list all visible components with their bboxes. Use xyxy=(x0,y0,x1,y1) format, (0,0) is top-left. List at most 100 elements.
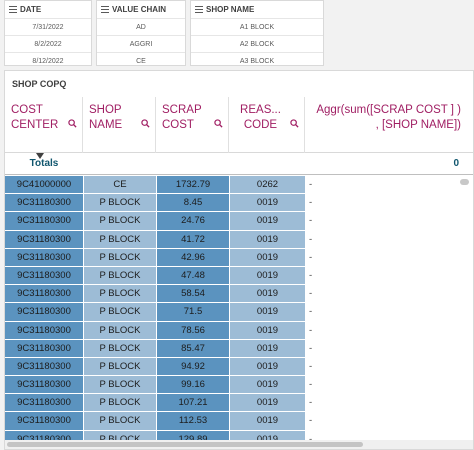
cell-cost-center[interactable]: 9C31180300 xyxy=(5,266,83,286)
cell-scrap-cost: 78.56 xyxy=(156,321,229,340)
filter-pane-shop-name[interactable]: SHOP NAME A1 BLOCK A2 BLOCK A3 BLOCK xyxy=(190,0,324,66)
filter-item[interactable]: 7/31/2022 xyxy=(5,18,91,35)
cell-shop-name[interactable]: P BLOCK xyxy=(83,412,156,431)
cell-cost-center[interactable]: 9C31180300 xyxy=(5,194,83,213)
cell-shop-name[interactable]: P BLOCK xyxy=(83,230,156,249)
filter-header[interactable]: SHOP NAME xyxy=(191,1,323,18)
cell-aggr: - xyxy=(305,412,455,431)
search-icon[interactable] xyxy=(214,119,223,128)
cell-reason-code[interactable]: 0019 xyxy=(229,357,305,377)
cell-reason-code[interactable]: 0262 xyxy=(229,176,305,195)
filter-pane-date[interactable]: DATE 7/31/2022 8/2/2022 8/12/2022 xyxy=(4,0,92,66)
filter-pane-value-chain[interactable]: VALUE CHAIN AD AGGRI CE xyxy=(96,0,186,66)
cell-shop-name[interactable]: P BLOCK xyxy=(83,285,156,304)
cell-cost-center[interactable]: 9C31180300 xyxy=(5,412,83,431)
horizontal-scrollbar[interactable] xyxy=(5,440,473,449)
cell-cost-center[interactable]: 9C31180300 xyxy=(5,394,83,413)
table-row: 9C31180300 P BLOCK 99.16 0019- xyxy=(5,376,473,395)
column-label: REAS... CODE xyxy=(240,104,281,131)
cell-scrap-cost: 107.21 xyxy=(156,394,229,413)
cell-reason-code[interactable]: 0019 xyxy=(229,412,305,431)
cell-aggr: - xyxy=(305,176,455,195)
cell-shop-name[interactable]: P BLOCK xyxy=(83,394,156,413)
cell-reason-code[interactable]: 0019 xyxy=(229,303,305,322)
cell-reason-code[interactable]: 0019 xyxy=(229,266,305,286)
search-icon[interactable] xyxy=(68,119,77,128)
filter-item[interactable]: 8/2/2022 xyxy=(5,35,91,52)
column-label: SHOP NAME xyxy=(89,104,123,131)
cell-reason-code[interactable]: 0019 xyxy=(229,376,305,395)
cell-aggr: - xyxy=(305,303,455,322)
filter-item[interactable]: 8/12/2022 xyxy=(5,52,91,69)
cell-cost-center[interactable]: 9C31180300 xyxy=(5,357,83,377)
cell-reason-code[interactable]: 0019 xyxy=(229,394,305,413)
column-header-cost-center[interactable]: COST CENTER xyxy=(5,97,83,153)
filter-item[interactable]: AD xyxy=(97,18,185,35)
cell-aggr: - xyxy=(305,266,455,286)
cell-shop-name[interactable]: P BLOCK xyxy=(83,321,156,340)
cell-shop-name[interactable]: P BLOCK xyxy=(83,248,156,267)
cell-shop-name[interactable]: P BLOCK xyxy=(83,303,156,322)
table-header: COST CENTER SHOP NAME SCRAP COST REAS...… xyxy=(5,97,473,153)
totals-row: Totals 0 xyxy=(5,155,473,175)
cell-shop-name[interactable]: P BLOCK xyxy=(83,194,156,213)
filter-item[interactable]: A1 BLOCK xyxy=(191,18,323,35)
search-icon[interactable] xyxy=(141,119,150,128)
cell-reason-code[interactable]: 0019 xyxy=(229,339,305,358)
table-row: 9C31180300 P BLOCK 112.53 0019- xyxy=(5,412,473,431)
cell-shop-name[interactable]: P BLOCK xyxy=(83,376,156,395)
cell-aggr: - xyxy=(305,339,455,358)
column-label: COST CENTER xyxy=(11,104,59,131)
filter-panes: DATE 7/31/2022 8/2/2022 8/12/2022 VALUE … xyxy=(0,0,474,66)
cell-aggr: - xyxy=(305,321,455,340)
cell-scrap-cost: 47.48 xyxy=(156,266,229,286)
cell-cost-center[interactable]: 9C31180300 xyxy=(5,248,83,267)
cell-reason-code[interactable]: 0019 xyxy=(229,285,305,304)
table-row: 9C31180300 P BLOCK 8.45 0019- xyxy=(5,194,473,213)
filter-item[interactable]: CE xyxy=(97,52,185,69)
filter-item[interactable]: AGGRI xyxy=(97,35,185,52)
cell-cost-center[interactable]: 9C31180300 xyxy=(5,321,83,340)
filter-item[interactable]: A2 BLOCK xyxy=(191,35,323,52)
cell-cost-center[interactable]: 9C31180300 xyxy=(5,285,83,304)
cell-shop-name[interactable]: CE xyxy=(83,176,156,195)
cell-scrap-cost: 71.5 xyxy=(156,303,229,322)
cell-cost-center[interactable]: 9C31180300 xyxy=(5,230,83,249)
filter-header[interactable]: DATE xyxy=(5,1,91,18)
cell-cost-center[interactable]: 9C41000000 xyxy=(5,176,83,195)
cell-reason-code[interactable]: 0019 xyxy=(229,321,305,340)
cell-reason-code[interactable]: 0019 xyxy=(229,248,305,267)
cell-aggr: - xyxy=(305,248,455,267)
cell-reason-code[interactable]: 0019 xyxy=(229,230,305,249)
table-row: 9C31180300 P BLOCK 94.92 0019- xyxy=(5,357,473,377)
cell-aggr: - xyxy=(305,194,455,213)
sort-descending-icon[interactable] xyxy=(36,153,44,159)
column-label: SCRAP COST xyxy=(162,104,202,131)
cell-shop-name[interactable]: P BLOCK xyxy=(83,266,156,286)
scrollbar-thumb[interactable] xyxy=(7,442,363,447)
cell-aggr: - xyxy=(305,376,455,395)
column-header-shop-name[interactable]: SHOP NAME xyxy=(83,97,156,153)
cell-shop-name[interactable]: P BLOCK xyxy=(83,212,156,231)
cell-reason-code[interactable]: 0019 xyxy=(229,194,305,213)
cell-aggr: - xyxy=(305,357,455,377)
cell-cost-center[interactable]: 9C31180300 xyxy=(5,303,83,322)
cell-reason-code[interactable]: 0019 xyxy=(229,212,305,231)
cell-scrap-cost: 99.16 xyxy=(156,376,229,395)
column-header-reason-code[interactable]: REAS... CODE xyxy=(229,97,305,153)
filter-header[interactable]: VALUE CHAIN xyxy=(97,1,185,18)
filter-item[interactable]: A3 BLOCK xyxy=(191,52,323,69)
cell-cost-center[interactable]: 9C31180300 xyxy=(5,339,83,358)
cell-cost-center[interactable]: 9C31180300 xyxy=(5,376,83,395)
column-header-aggr[interactable]: Aggr(sum([SCRAP COST ] ) , [SHOP NAME]) xyxy=(305,97,473,153)
search-icon[interactable] xyxy=(290,119,299,128)
cell-shop-name[interactable]: P BLOCK xyxy=(83,357,156,377)
vertical-scrollbar[interactable] xyxy=(460,179,469,185)
column-header-scrap-cost[interactable]: SCRAP COST xyxy=(156,97,229,153)
cell-shop-name[interactable]: P BLOCK xyxy=(83,339,156,358)
cell-scrap-cost: 24.76 xyxy=(156,212,229,231)
totals-value: 0 xyxy=(453,158,459,169)
cell-cost-center[interactable]: 9C31180300 xyxy=(5,212,83,231)
table-body: 9C41000000 CE 1732.79 0262-9C31180300 P BLOC… xyxy=(5,176,473,449)
table-row: 9C31180300 P BLOCK 41.72 0019- xyxy=(5,230,473,249)
